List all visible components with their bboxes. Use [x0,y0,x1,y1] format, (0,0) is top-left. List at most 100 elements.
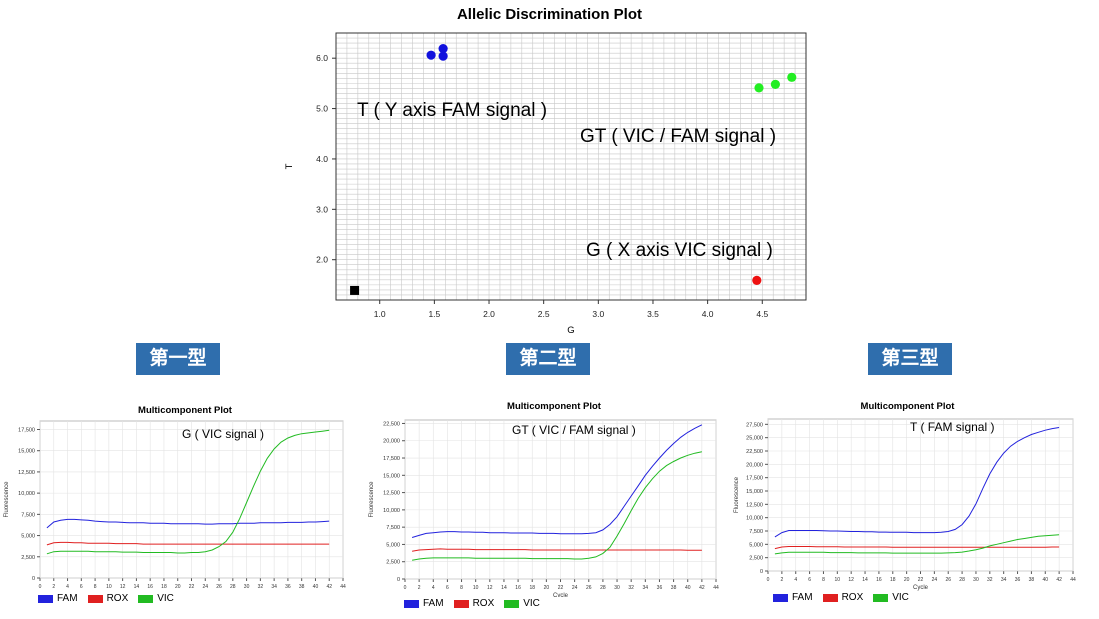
y-tick-label: 10,000 [18,491,35,497]
y-tick-label: 3.0 [316,204,328,214]
legend-vic: VIC [504,598,540,609]
x-tick-label: 42 [1056,577,1062,583]
x-tick-label: 14 [862,577,868,583]
x-axis-label: Cycle [913,585,929,591]
legend-fam-label: FAM [423,598,444,609]
y-tick-label: 20,000 [383,439,400,445]
x-tick-label: 16 [515,585,521,591]
x-tick-label: 24 [572,585,578,591]
x-tick-label: 4 [794,577,797,583]
x-tick-label: 8 [460,585,463,591]
series-line-rox [412,548,702,552]
y-tick-label: 5.0 [316,104,328,114]
x-tick-label: 16 [147,584,153,590]
x-axis-label: Cycle [553,593,569,597]
x-tick-label: 38 [1029,577,1035,583]
x-tick-label: 2.0 [483,309,495,319]
data-point [438,44,448,54]
ntc-point [350,285,360,295]
x-tick-label: 34 [643,585,649,591]
x-tick-label: 2 [780,577,783,583]
data-point [787,72,797,82]
x-tick-label: 36 [285,584,291,590]
series-line-rox [774,546,1060,550]
x-tick-label: 34 [1001,577,1007,583]
x-tick-label: 6 [446,585,449,591]
mc1-annotation: G ( VIC signal ) [182,427,265,441]
x-tick-label: 6 [808,577,811,583]
annotation-gt-cluster: GT ( VIC / FAM signal ) [580,126,777,147]
legend-vic-swatch [504,599,520,608]
y-tick-label: 2,500 [21,555,35,561]
data-point [438,51,448,61]
type-label-3: 第三型 [868,343,952,375]
legend-fam: FAM [38,593,78,604]
y-tick-label: 22,500 [383,421,400,427]
x-tick-label: 38 [299,584,305,590]
x-tick-label: 40 [685,585,691,591]
x-tick-label: 32 [987,577,993,583]
legend-rox-swatch [87,594,103,603]
y-tick-label: 25,000 [746,436,763,442]
data-point [752,275,762,285]
y-tick-label: 7,500 [386,525,400,531]
x-tick-label: 10 [473,585,479,591]
y-tick-label: 5,000 [21,534,35,540]
x-tick-label: 26 [586,585,592,591]
legend-rox-swatch [822,593,838,602]
x-tick-label: 4.0 [702,309,714,319]
x-tick-label: 2 [52,584,55,590]
series-line-rox [46,541,330,546]
multicomponent-plot-2: 0 2 4 6 8 10 12 14 16 18 20 22 24 26 28 30 32 34 36 38 40 42 4… [369,419,719,597]
y-tick-label: 15,000 [746,489,763,495]
annotation-g-cluster: G ( X axis VIC signal ) [586,240,773,261]
x-tick-label: 32 [258,584,264,590]
x-tick-label: 20 [904,577,910,583]
y-tick-label: 17,500 [383,456,400,462]
x-tick-label: 44 [340,584,346,590]
x-tick-label: 3.5 [647,309,659,319]
y-tick-label: 2,500 [386,560,400,566]
x-tick-label: 0 [39,584,42,590]
x-tick-label: 40 [1042,577,1048,583]
series-line-vic [46,429,330,555]
legend-fam: FAM [404,598,444,609]
x-tick-label: 38 [671,585,677,591]
x-tick-label: 24 [932,577,938,583]
legend-fam-swatch [404,599,419,608]
x-tick-label: 32 [628,585,634,591]
legend-fam-swatch [773,593,788,602]
legend-vic: VIC [873,592,909,603]
x-tick-label: 36 [1015,577,1021,583]
x-tick-label: 18 [161,584,167,590]
y-tick-label: 5,000 [386,542,400,548]
annotation-t-cluster: T ( Y axis FAM signal ) [357,100,548,121]
data-point [770,79,780,89]
legend-rox-label: ROX [841,592,864,603]
x-tick-label: 14 [134,584,140,590]
x-tick-label: 28 [600,585,606,591]
legend-fam-label: FAM [792,592,813,603]
x-tick-label: 22 [189,584,195,590]
series-line-fam [46,518,330,529]
legend-vic-swatch [138,594,154,603]
y-tick-label: 15,000 [383,473,400,479]
x-tick-label: 30 [244,584,250,590]
x-axis-label: G [567,325,574,336]
y-tick-label: 2.0 [316,255,328,265]
x-tick-label: 14 [501,585,507,591]
data-point [426,50,436,60]
y-tick-label: 10,000 [383,508,400,514]
x-tick-label: 2 [418,585,421,591]
multicomponent-plot-3: 0 2 4 6 8 10 12 14 16 18 20 22 24 26 28 30 32 34 36 38 40 42 4… [734,418,1076,591]
x-tick-label: 36 [657,585,663,591]
y-tick-label: 7,500 [749,529,763,535]
type-label-1: 第一型 [136,343,220,375]
mc1-legend: FAM ROX VIC [38,593,180,604]
x-tick-label: 42 [326,584,332,590]
y-tick-label: 0 [397,577,400,583]
mc2-annotation: GT ( VIC / FAM signal ) [512,423,636,437]
mc3-title: Multicomponent Plot [860,401,955,412]
y-tick-label: 0 [32,576,35,582]
x-tick-label: 44 [713,585,719,591]
